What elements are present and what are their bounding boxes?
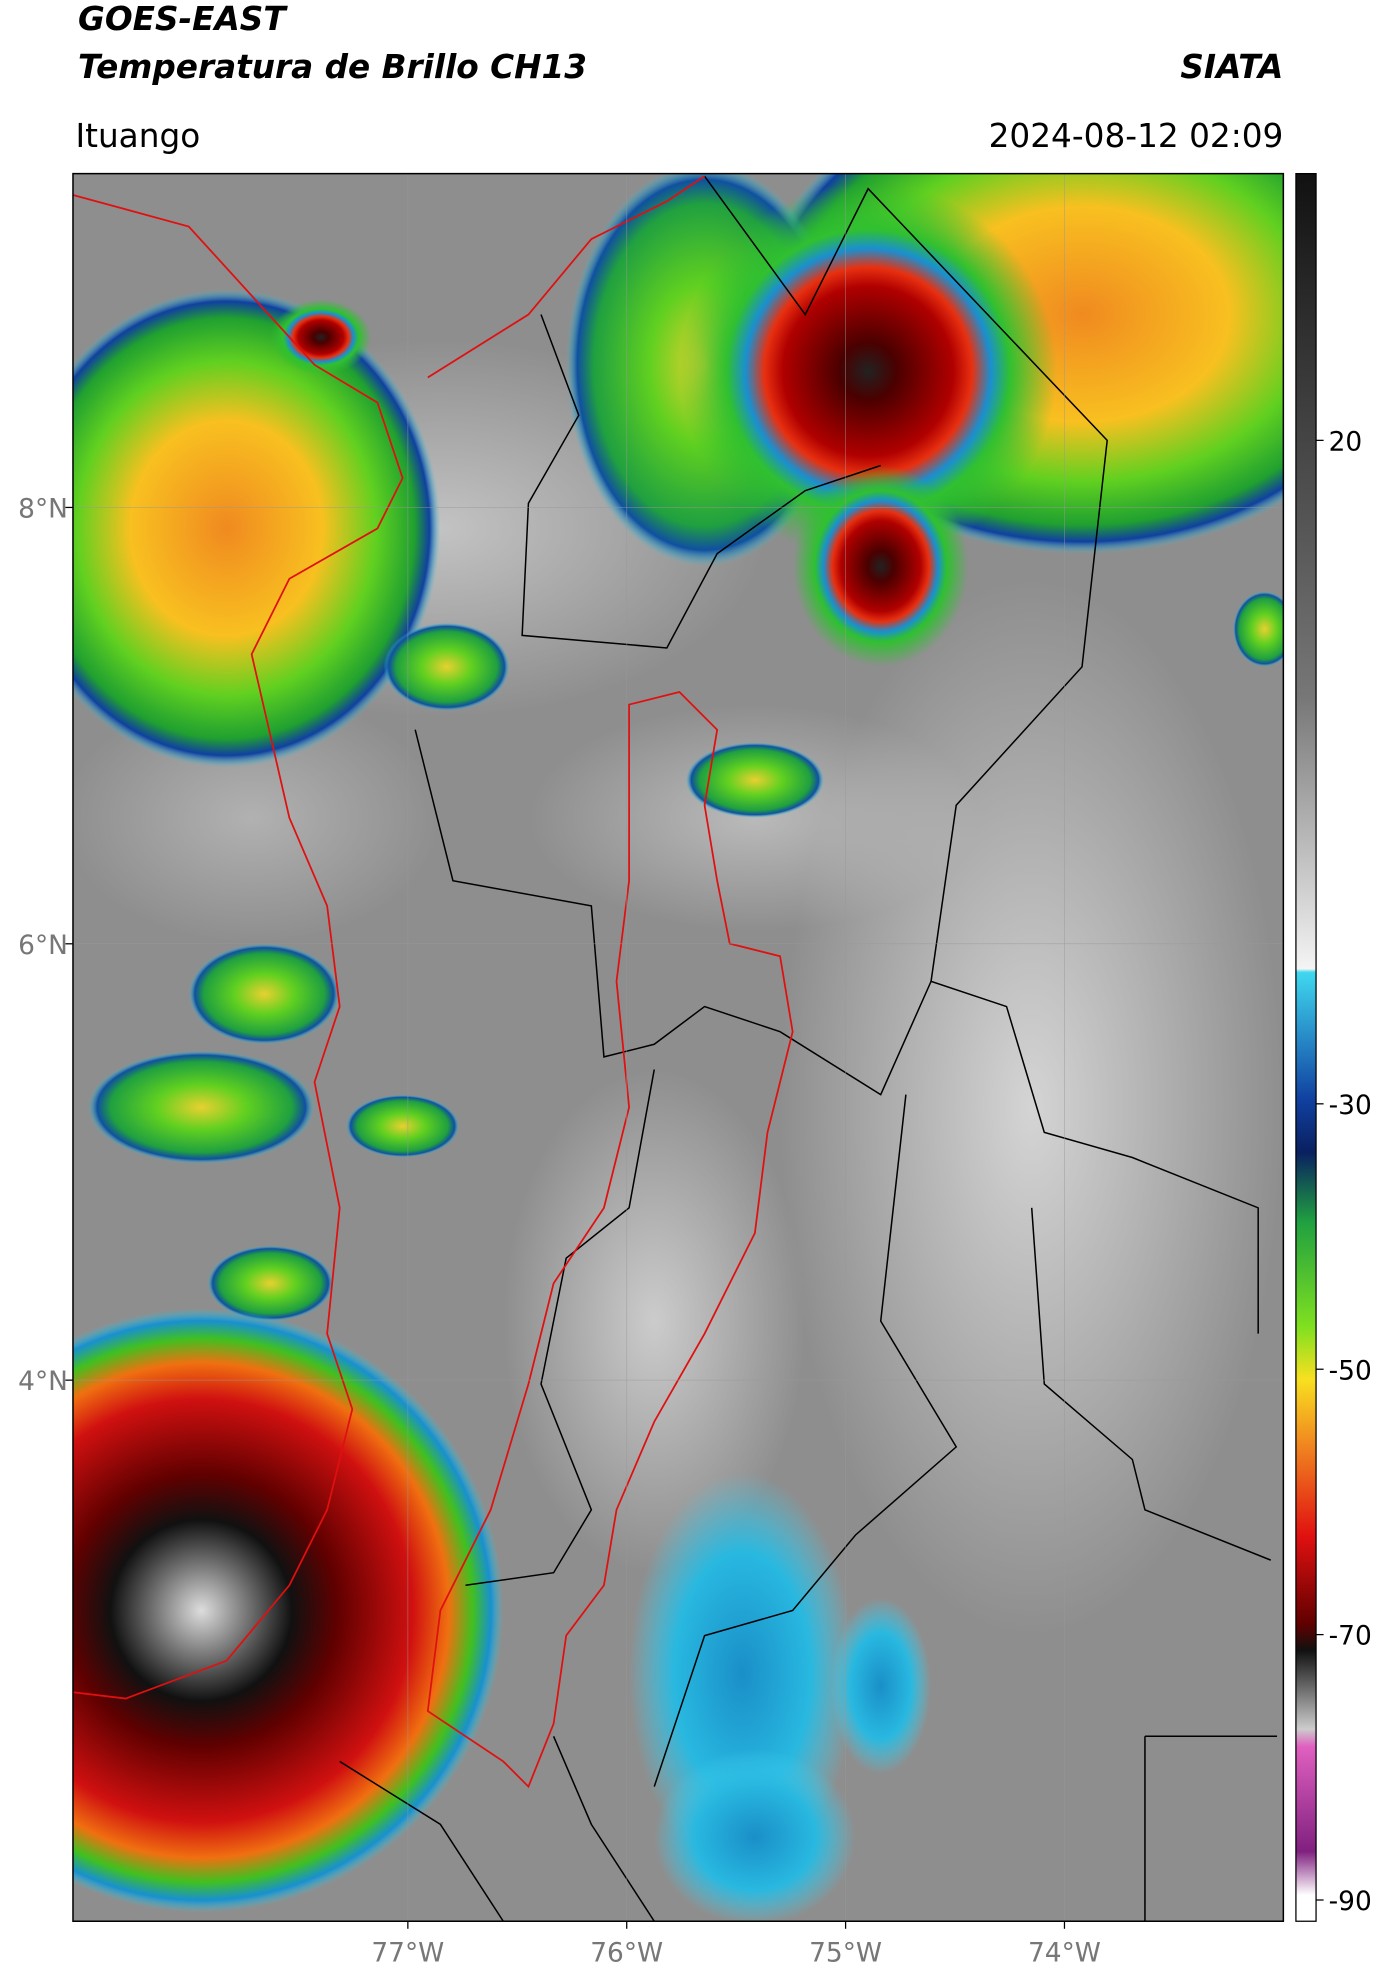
- grid: [72, 173, 1284, 1922]
- y-tick-label: 8°N: [18, 494, 68, 525]
- colorbar-tick-label: -30: [1329, 1090, 1372, 1121]
- region: Ituango: [75, 117, 200, 155]
- satellite: GOES-EAST: [78, 0, 288, 38]
- y-tick-label: 4°N: [18, 1366, 68, 1397]
- satellite-image: [72, 173, 1284, 1922]
- x-tick-label: 74°W: [1028, 1937, 1101, 1968]
- y-tick-label: 6°N: [18, 930, 68, 961]
- colorbar-tick-label: -70: [1329, 1621, 1372, 1652]
- x-tick-label: 77°W: [371, 1937, 444, 1968]
- x-tick-label: 76°W: [590, 1937, 663, 1968]
- source: SIATA: [1180, 48, 1283, 86]
- colorbar: [1295, 172, 1317, 1922]
- x-tick-label: 75°W: [809, 1937, 882, 1968]
- datetime: 2024-08-12 02:09: [989, 117, 1284, 155]
- colorbar-tick-label: -50: [1329, 1355, 1372, 1386]
- colorbar-tick-label: 20: [1329, 426, 1363, 457]
- colorbar-tick-label: -90: [1329, 1886, 1372, 1917]
- map-frame: [72, 172, 1285, 1922]
- product: Temperatura de Brillo CH13: [78, 48, 587, 86]
